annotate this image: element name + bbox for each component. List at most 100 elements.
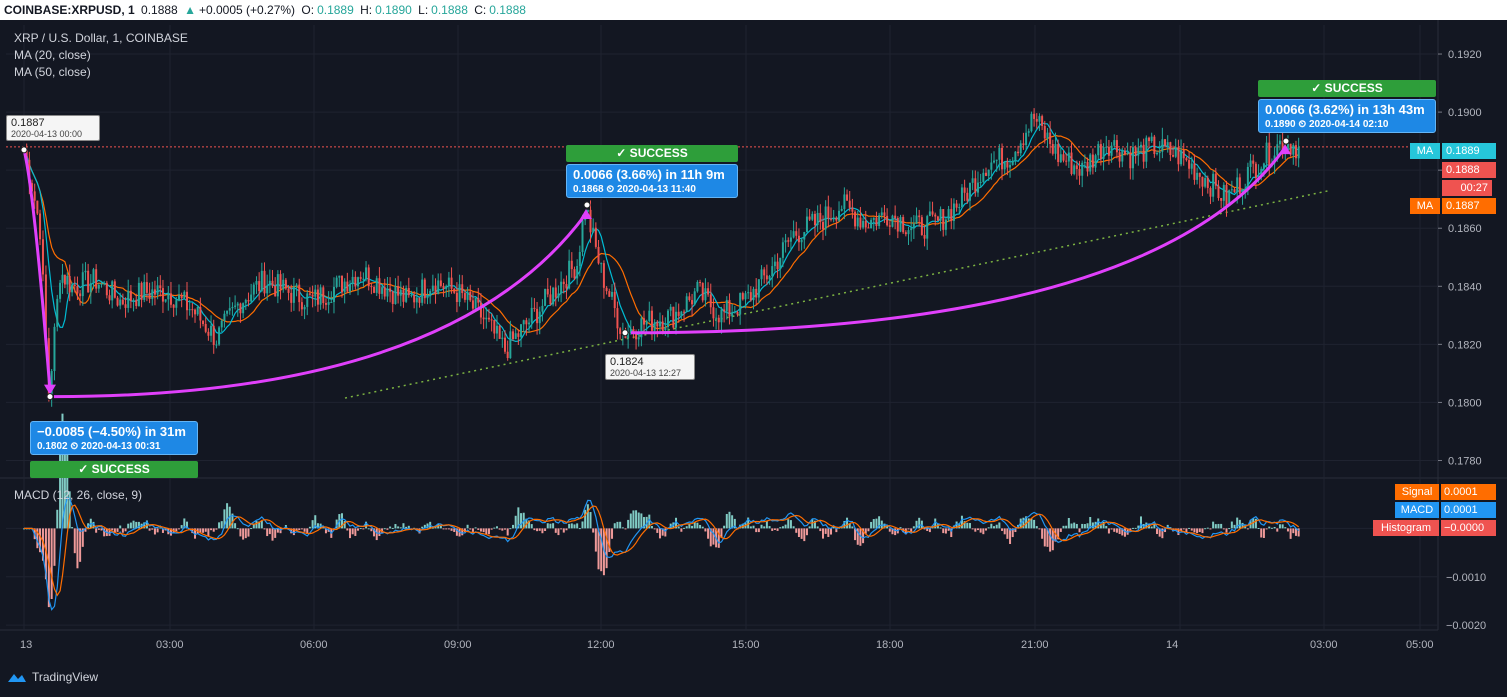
macd-histogram-bar xyxy=(490,528,493,530)
candle-body xyxy=(1081,162,1084,176)
macd-histogram-bar xyxy=(602,528,605,576)
macd-histogram-bar xyxy=(888,528,891,532)
macd-histogram-bar xyxy=(712,528,715,545)
macd-histogram-bar xyxy=(177,528,180,530)
candle-body xyxy=(105,282,108,296)
macd-histogram-bar xyxy=(44,528,47,580)
drop-callout[interactable]: −0.0085 (−4.50%) in 31m 0.1802 ⏲ 2020-04… xyxy=(30,421,198,455)
candle-body xyxy=(664,326,667,331)
candle-body xyxy=(1228,190,1231,206)
candle-body xyxy=(306,293,309,307)
macd-histogram-bar xyxy=(402,523,405,529)
candle-body xyxy=(800,239,803,243)
change-arrow-icon: ▲ xyxy=(184,3,196,17)
candle-body xyxy=(244,300,247,304)
macd-histogram-bar xyxy=(220,521,223,529)
macd-histogram-bar xyxy=(867,528,870,532)
macd-histogram-bar xyxy=(859,528,862,546)
tradingview-brand[interactable]: TradingView xyxy=(6,670,98,684)
macd-histogram-bar xyxy=(939,527,942,529)
candle-body xyxy=(260,270,263,292)
candle-body xyxy=(632,328,635,333)
macd-histogram-bar xyxy=(512,524,515,529)
candle-body xyxy=(1025,132,1028,146)
macd-histogram-bar xyxy=(1294,528,1297,536)
candle-body xyxy=(223,313,226,321)
macd-histogram-bar xyxy=(643,517,646,529)
legend-ma50[interactable]: MA (50, close) xyxy=(14,65,91,79)
candle-body xyxy=(528,322,531,325)
macd-histogram-bar xyxy=(549,523,552,529)
low-label: L: xyxy=(418,3,429,17)
legend-ma20[interactable]: MA (20, close) xyxy=(14,48,91,62)
macd-histogram-bar xyxy=(111,528,114,531)
candle-body xyxy=(295,284,298,287)
macd-histogram-bar xyxy=(1212,521,1215,529)
low-price-value: 0.1824 xyxy=(610,356,644,368)
macd-histogram-bar xyxy=(613,523,616,529)
macd-histogram-bar xyxy=(108,528,111,536)
candle-body xyxy=(124,304,127,308)
candle-body xyxy=(554,287,557,298)
macd-histogram-bar xyxy=(589,512,592,529)
candle-body xyxy=(1164,139,1167,146)
candle-body xyxy=(688,296,691,301)
macd-histogram-bar xyxy=(298,528,301,531)
candle-body xyxy=(1017,151,1020,154)
macd-histogram-bar xyxy=(156,528,159,533)
candle-body xyxy=(1022,143,1025,146)
macd-histogram-bar xyxy=(1180,528,1183,532)
candle-body xyxy=(1222,184,1225,201)
high-value: 0.1890 xyxy=(375,3,412,17)
candle-body xyxy=(202,320,205,325)
candle-body xyxy=(87,270,90,293)
macd-histogram-bar xyxy=(447,528,450,530)
candle-body xyxy=(525,320,528,325)
macd-histogram-bar xyxy=(773,528,776,531)
candle-body xyxy=(771,266,774,277)
macd-histogram-bar xyxy=(1230,521,1233,529)
candle-body xyxy=(319,287,322,305)
price-chart[interactable]: 0.19200.19000.18800.18600.18400.18200.18… xyxy=(0,20,1507,670)
macd-histogram-bar xyxy=(231,513,234,529)
rise1-callout[interactable]: 0.0066 (3.66%) in 11h 9m 0.1868 ⏲ 2020-0… xyxy=(566,164,738,198)
candle-body xyxy=(717,317,720,323)
macd-histogram-bar xyxy=(1156,528,1159,535)
macd-histogram-bar xyxy=(135,521,138,529)
candle-body xyxy=(445,285,448,289)
candle-body xyxy=(843,194,846,210)
macd-histogram-bar xyxy=(119,525,122,529)
macd-histogram-bar xyxy=(1193,528,1196,533)
candle-body xyxy=(100,283,103,285)
macd-histogram-bar xyxy=(1246,528,1249,530)
macd-histogram-bar xyxy=(56,509,59,529)
candle-body xyxy=(1209,187,1212,197)
macd-histogram-bar xyxy=(1265,528,1268,530)
histogram-axis-value: −0.0000 xyxy=(1441,520,1496,536)
candle-body xyxy=(343,281,346,293)
macd-legend[interactable]: MACD (12, 26, close, 9) xyxy=(14,488,143,502)
macd-histogram-bar xyxy=(872,519,875,529)
candle-body xyxy=(153,289,156,295)
candle-body xyxy=(592,227,595,233)
drop-callout-sub: 0.1802 ⏲ 2020-04-13 00:31 xyxy=(37,441,161,452)
candle-body xyxy=(757,279,760,298)
macd-histogram-bar xyxy=(453,528,456,532)
rise2-callout[interactable]: 0.0066 (3.62%) in 13h 43m 0.1890 ⏲ 2020-… xyxy=(1258,99,1436,133)
macd-histogram-bar xyxy=(538,528,541,531)
macd-histogram-bar xyxy=(800,528,803,539)
macd-histogram-bar xyxy=(768,526,771,529)
macd-histogram-bar xyxy=(39,528,42,553)
candle-body xyxy=(787,240,790,242)
macd-histogram-bar xyxy=(771,528,774,531)
candle-body xyxy=(1099,144,1102,159)
candle-body xyxy=(172,304,175,308)
macd-histogram-bar xyxy=(1284,527,1287,529)
candle-body xyxy=(760,269,763,280)
candle-body xyxy=(298,284,301,303)
candle-body xyxy=(437,280,440,295)
candle-body xyxy=(894,215,897,219)
macd-histogram-bar xyxy=(129,522,132,529)
candle-body xyxy=(188,309,191,311)
candle-body xyxy=(880,212,883,216)
